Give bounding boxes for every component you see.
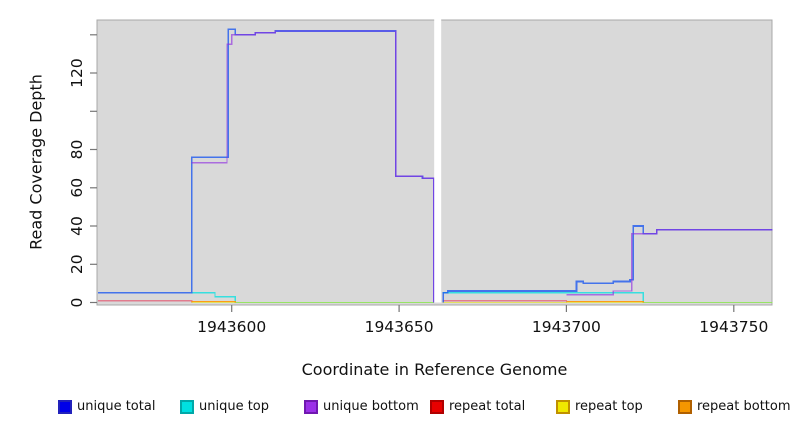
x-tick-label: 1943650 (365, 318, 434, 336)
y-tick-label: 120 (68, 58, 86, 88)
x-tick-label: 1943750 (699, 318, 768, 336)
series-unique-bottom-line-1 (191, 30, 435, 303)
masked-gap (434, 19, 442, 303)
y-tick-label: 20 (68, 254, 86, 274)
y-tick-label: 60 (68, 178, 86, 198)
unique-total-swatch-icon (58, 400, 72, 414)
legend-label: repeat top (575, 399, 643, 414)
repeat-bottom-swatch-icon (678, 400, 692, 414)
legend-label: repeat total (449, 399, 526, 414)
series-repeat-bottom-line-2 (566, 300, 645, 303)
legend: unique total unique top unique bottom repea… (0, 398, 792, 420)
series-unique-bottom-line-2 (566, 229, 773, 296)
repeat-total-swatch-icon (430, 400, 444, 414)
x-tick-label: 1943600 (197, 318, 266, 336)
y-axis-title: Read Coverage Depth (26, 74, 46, 250)
unique-top-swatch-icon (180, 400, 194, 414)
legend-label: unique total (77, 399, 156, 414)
unique-bottom-swatch-icon (304, 400, 318, 414)
series-unique-total-line-2 (442, 225, 773, 303)
y-tick-label: 40 (68, 216, 86, 236)
y-tick-label: 80 (68, 140, 86, 160)
legend-label: repeat bottom (697, 399, 791, 414)
repeat-top-swatch-icon (556, 400, 570, 414)
plot-canvas: 1943600 1943650 1943700 1943750 0 20 40 60 80 120 (68, 19, 773, 336)
series-repeat-bottom-line-1 (191, 300, 236, 303)
x-axis-title: Coordinate in Reference Genome (301, 360, 568, 379)
legend-label: unique top (199, 399, 270, 414)
legend-label: unique bottom (323, 399, 419, 414)
y-tick-label: 0 (68, 298, 86, 308)
x-tick-label: 1943700 (532, 318, 601, 336)
